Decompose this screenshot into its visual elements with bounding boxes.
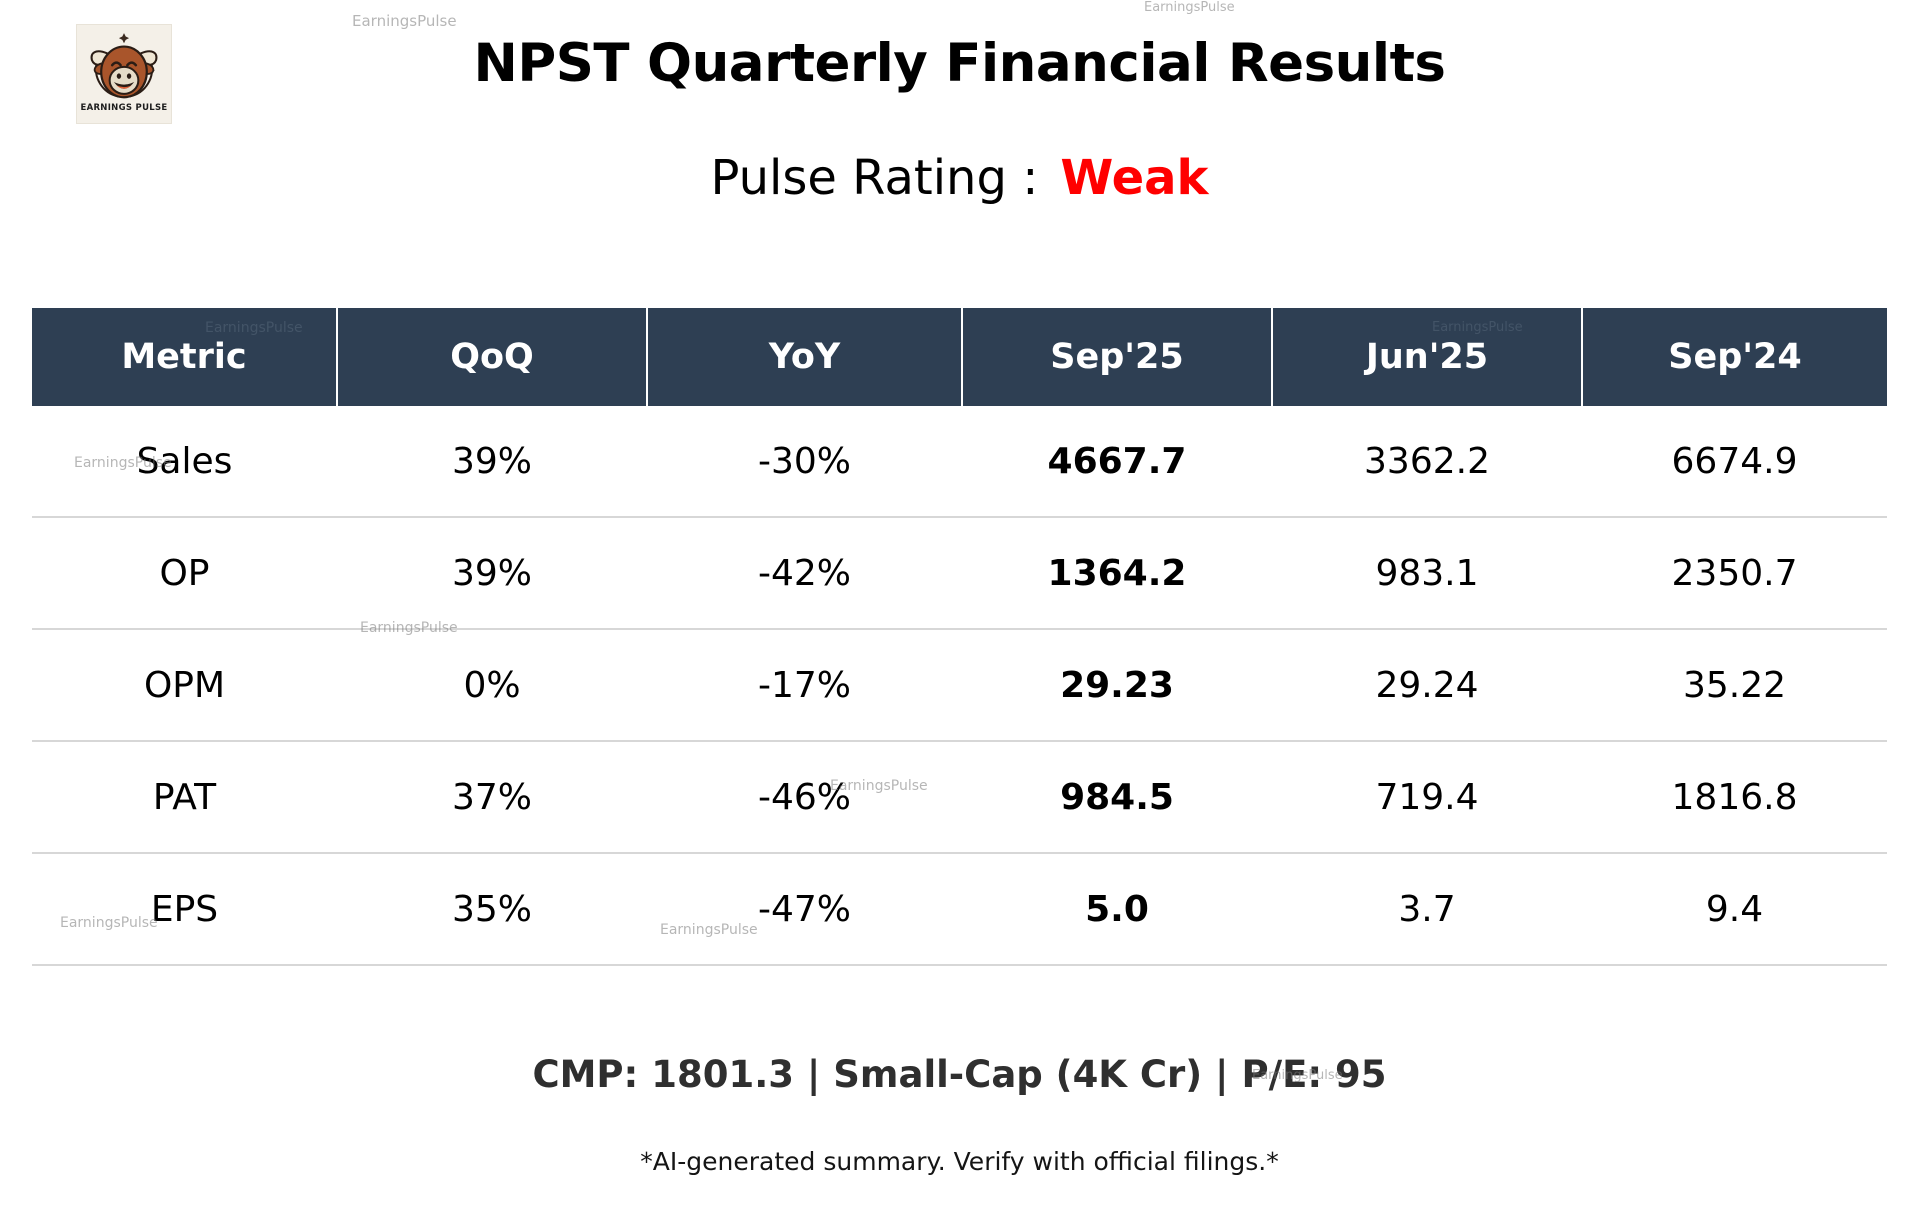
table-row: EPS 35% -47% 5.0 3.7 9.4 <box>32 853 1887 966</box>
table-body: Sales 39% -30% 4667.7 3362.2 6674.9 OP 39% -42% 1… <box>32 406 1887 966</box>
table-row: PAT 37% -46% 984.5 719.4 1816.8 <box>32 741 1887 854</box>
cell-yoy: -17% <box>647 629 962 742</box>
column-header-yoy: YoY <box>647 308 963 406</box>
page-title: NPST Quarterly Financial Results <box>473 33 1446 94</box>
watermark-label: EarningsPulse <box>1144 0 1235 15</box>
cell-sep25: 29.23 <box>962 629 1272 742</box>
column-header-qoq: QoQ <box>337 308 648 406</box>
cell-jun25: 29.24 <box>1272 629 1582 742</box>
cell-yoy: -47% <box>647 853 962 966</box>
table-row: Sales 39% -30% 4667.7 3362.2 6674.9 <box>32 406 1887 518</box>
cell-metric: OPM <box>32 629 337 742</box>
watermark-label: EarningsPulse <box>352 12 457 30</box>
cell-jun25: 719.4 <box>1272 741 1582 854</box>
cell-sep24: 9.4 <box>1582 853 1887 966</box>
cell-metric: EPS <box>32 853 337 966</box>
pulse-rating-value: Weak <box>1060 150 1209 206</box>
brand-logo: EARNINGS PULSE <box>76 24 172 124</box>
column-header-sep25: Sep'25 <box>962 308 1273 406</box>
cell-sep24: 35.22 <box>1582 629 1887 742</box>
cell-jun25: 3.7 <box>1272 853 1582 966</box>
column-header-metric: Metric <box>32 308 338 406</box>
cell-jun25: 3362.2 <box>1272 406 1582 518</box>
cell-qoq: 39% <box>337 406 647 518</box>
cell-sep24: 2350.7 <box>1582 517 1887 630</box>
cell-qoq: 0% <box>337 629 647 742</box>
cell-qoq: 39% <box>337 517 647 630</box>
table-row: OP 39% -42% 1364.2 983.1 2350.7 <box>32 517 1887 630</box>
quarterly-results-table: Metric QoQ YoY Sep'25 Jun'25 Sep'24 Sale… <box>32 308 1887 966</box>
column-header-jun25: Jun'25 <box>1272 308 1583 406</box>
cell-yoy: -30% <box>647 406 962 518</box>
cell-metric: PAT <box>32 741 337 854</box>
pulse-rating-label: Pulse Rating : <box>710 150 1039 206</box>
cell-yoy: -42% <box>647 517 962 630</box>
cell-qoq: 37% <box>337 741 647 854</box>
cell-sep25: 984.5 <box>962 741 1272 854</box>
cell-metric: Sales <box>32 406 337 518</box>
cell-qoq: 35% <box>337 853 647 966</box>
cmp-summary-line: CMP: 1801.3 | Small-Cap (4K Cr) | P/E: 9… <box>532 1053 1387 1096</box>
cell-yoy: -46% <box>647 741 962 854</box>
cell-sep24: 6674.9 <box>1582 406 1887 518</box>
cell-sep25: 5.0 <box>962 853 1272 966</box>
cell-sep25: 4667.7 <box>962 406 1272 518</box>
pulse-rating-line: Pulse Rating : Weak <box>0 150 1919 206</box>
cell-jun25: 983.1 <box>1272 517 1582 630</box>
column-header-sep24: Sep'24 <box>1582 308 1887 406</box>
table-header-row: Metric QoQ YoY Sep'25 Jun'25 Sep'24 <box>32 308 1887 406</box>
table-row: OPM 0% -17% 29.23 29.24 35.22 <box>32 629 1887 742</box>
bull-mascot-icon <box>81 28 167 104</box>
cell-metric: OP <box>32 517 337 630</box>
disclaimer-text: *AI-generated summary. Verify with offic… <box>640 1147 1279 1176</box>
cell-sep25: 1364.2 <box>962 517 1272 630</box>
brand-logo-wordmark: EARNINGS PULSE <box>80 103 168 113</box>
cell-sep24: 1816.8 <box>1582 741 1887 854</box>
